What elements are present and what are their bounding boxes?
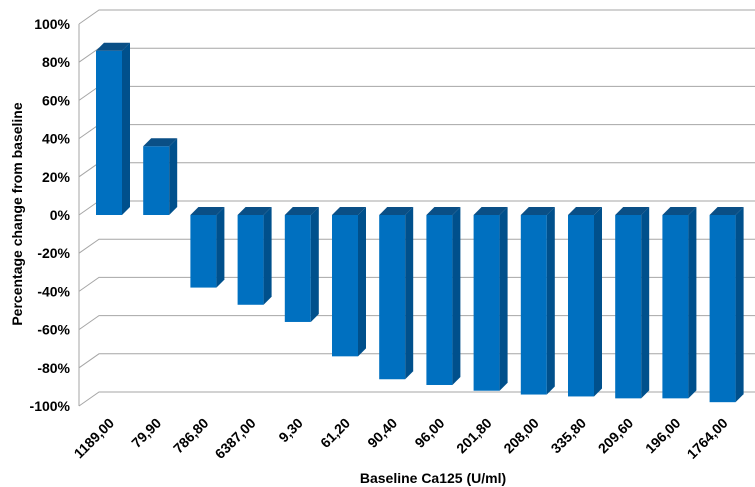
- bar-front: [237, 215, 264, 305]
- gridline: [78, 9, 755, 25]
- bar-front: [190, 215, 217, 288]
- bar-front: [426, 215, 453, 385]
- bar: [190, 207, 225, 288]
- bar-top: [237, 207, 272, 215]
- bars: [96, 42, 744, 403]
- y-tick-label: 60%: [42, 92, 71, 108]
- bar: [237, 207, 272, 305]
- y-tick-label: -60%: [37, 322, 70, 338]
- bar: [568, 207, 602, 397]
- x-axis-title: Baseline Ca125 (U/ml): [360, 470, 506, 486]
- bar-front: [332, 215, 358, 357]
- y-tick-label: -80%: [37, 360, 70, 376]
- bar-front: [284, 215, 311, 322]
- x-tick-label: 786,80: [170, 415, 212, 457]
- bar-side: [310, 207, 319, 322]
- bar-top: [615, 207, 650, 215]
- x-tick-label: 9,30: [275, 415, 306, 446]
- bar-front: [709, 215, 736, 403]
- gridline: [78, 200, 755, 216]
- y-tick-label: -20%: [37, 245, 70, 261]
- gridline: [78, 47, 755, 63]
- bar-top: [426, 207, 461, 215]
- bar-front: [568, 215, 594, 397]
- bar-side: [688, 207, 697, 399]
- x-axis: 1189,00 79,90 786,80 6387,00 9,30 61,20 90,40 9…: [71, 415, 731, 462]
- x-tick-label: 1764,00: [684, 415, 731, 462]
- gridline: [78, 276, 755, 292]
- bar: [473, 207, 508, 391]
- bar-front: [379, 215, 406, 380]
- y-tick-label: -100%: [30, 398, 71, 414]
- y-tick-label: 40%: [42, 131, 71, 147]
- bar: [709, 207, 744, 403]
- bar-side: [499, 207, 508, 391]
- x-tick-label: 196,00: [642, 415, 684, 457]
- bar-side: [263, 207, 272, 305]
- bar-top: [190, 207, 225, 215]
- bar: [96, 42, 130, 215]
- bar-side: [641, 207, 650, 399]
- x-tick-label: 96,00: [411, 415, 447, 451]
- x-tick-label: 61,20: [317, 415, 353, 451]
- x-tick-label: 79,90: [128, 415, 164, 451]
- bar-front: [520, 215, 547, 395]
- bar-top: [143, 138, 178, 147]
- gridlines: [78, 9, 755, 407]
- gridline: [78, 162, 755, 178]
- bar: [332, 207, 366, 357]
- bar-front: [662, 215, 689, 399]
- y-tick-label: 0%: [50, 207, 71, 223]
- bar-side: [452, 207, 461, 385]
- y-tick-label: -40%: [37, 283, 70, 299]
- bar-front: [615, 215, 642, 399]
- bar-side: [735, 207, 744, 403]
- bar-top: [379, 207, 414, 215]
- y-tick-label: 100%: [34, 16, 70, 32]
- bar-side: [405, 207, 414, 380]
- bar: [662, 207, 697, 399]
- x-tick-label: 209,60: [595, 415, 637, 457]
- bar-top: [520, 207, 555, 215]
- gridline: [78, 353, 755, 369]
- y-axis-title: Percentage change from baseline: [9, 102, 25, 326]
- gridline: [78, 85, 755, 101]
- bar: [615, 207, 650, 399]
- x-tick-label: 6387,00: [212, 415, 259, 462]
- bar: [379, 207, 414, 380]
- x-tick-label: 90,40: [364, 415, 400, 451]
- bar-side: [169, 138, 178, 215]
- bar-side: [216, 207, 225, 288]
- bar-top: [568, 207, 602, 215]
- bar-top: [96, 42, 130, 51]
- x-tick-label: 201,80: [453, 415, 495, 457]
- x-tick-label: 1189,00: [71, 415, 118, 462]
- gridline: [78, 124, 755, 140]
- y-axis: 100% 80% 60% 40% 20% 0% -20% -40% -60% -80% -100%: [30, 16, 71, 414]
- bar-side: [594, 207, 602, 397]
- bar: [284, 207, 319, 322]
- bar-side: [358, 207, 366, 357]
- x-tick-label: 208,00: [500, 415, 542, 457]
- y-tick-label: 20%: [42, 169, 71, 185]
- bar-front: [473, 215, 500, 391]
- bar-side: [122, 42, 130, 215]
- bar-top: [662, 207, 697, 215]
- y-tick-label: 80%: [42, 54, 71, 70]
- bar: [520, 207, 555, 395]
- gridline: [78, 391, 755, 407]
- bar-front: [96, 50, 122, 215]
- bar-side: [546, 207, 555, 395]
- bar-top: [332, 207, 366, 215]
- x-tick-label: 335,80: [548, 415, 590, 457]
- gridline: [78, 238, 755, 254]
- gridline: [78, 315, 755, 331]
- bar-front: [143, 146, 170, 215]
- bar-top: [709, 207, 744, 215]
- bar: [426, 207, 461, 385]
- bar-top: [284, 207, 319, 215]
- bar-top: [473, 207, 508, 215]
- bar: [143, 138, 178, 215]
